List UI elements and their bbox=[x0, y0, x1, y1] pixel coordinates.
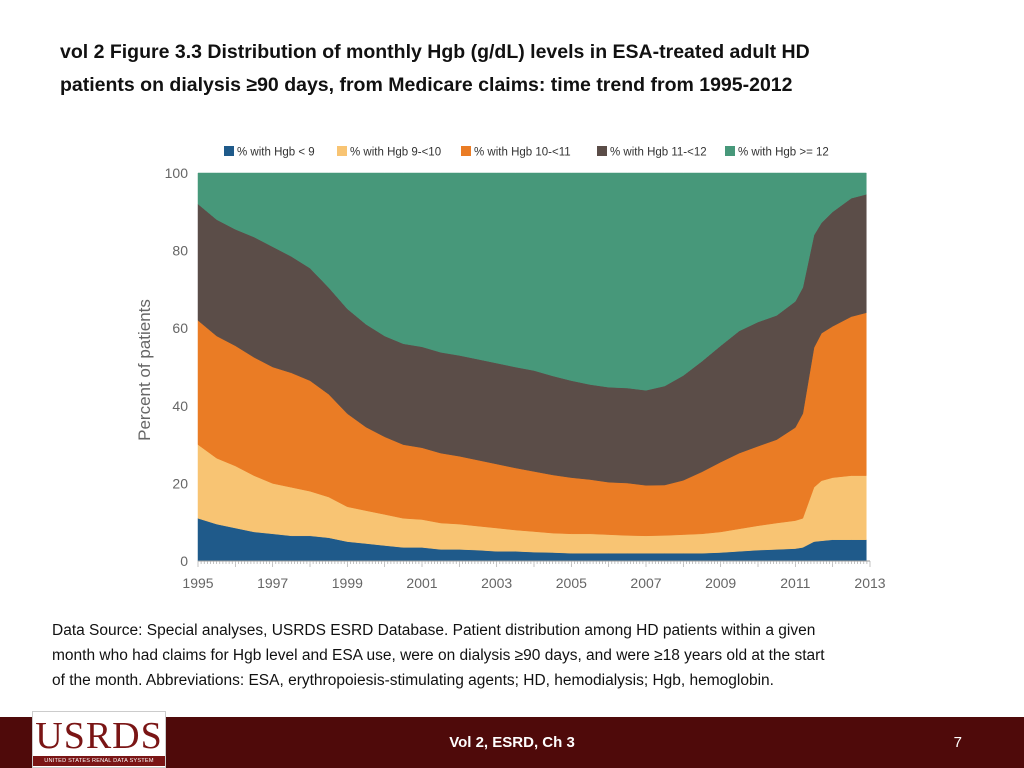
area-series-5 bbox=[197, 172, 867, 391]
x-tick-label: 2003 bbox=[481, 575, 512, 591]
legend-swatch-5 bbox=[725, 146, 735, 156]
usrds-logo: USRDS UNITED STATES RENAL DATA SYSTEM bbox=[32, 711, 166, 768]
data-source-note: Data Source: Special analyses, USRDS ESR… bbox=[52, 618, 982, 693]
chart-areas bbox=[197, 172, 867, 562]
source-line-2: month who had claims for Hgb level and E… bbox=[52, 647, 825, 664]
x-tick-label: 2009 bbox=[705, 575, 736, 591]
y-axis: 0 20 40 60 80 100 bbox=[165, 165, 189, 569]
y-tick-label: 80 bbox=[172, 243, 188, 259]
y-tick-label: 40 bbox=[172, 398, 188, 414]
x-tick-label: 1995 bbox=[182, 575, 213, 591]
x-tick-label: 2005 bbox=[556, 575, 587, 591]
source-line-3: of the month. Abbreviations: ESA, erythr… bbox=[52, 672, 774, 689]
y-tick-label: 100 bbox=[165, 165, 189, 181]
x-tick-label: 1999 bbox=[332, 575, 363, 591]
x-axis: 1995 1997 1999 2001 2003 2005 2007 2009 2011 2013 bbox=[182, 560, 886, 591]
footer-label: Vol 2, ESRD, Ch 3 bbox=[449, 734, 575, 751]
y-tick-label: 0 bbox=[180, 553, 188, 569]
logo-subtitle: UNITED STATES RENAL DATA SYSTEM bbox=[33, 756, 165, 766]
legend-swatch-1 bbox=[224, 146, 234, 156]
x-tick-label: 2011 bbox=[780, 575, 810, 591]
x-tick-label: 2001 bbox=[406, 575, 437, 591]
x-tick-label: 2007 bbox=[630, 575, 661, 591]
legend-swatch-2 bbox=[337, 146, 347, 156]
source-line-1: Data Source: Special analyses, USRDS ESR… bbox=[52, 622, 816, 639]
page-number: 7 bbox=[953, 734, 962, 751]
legend-label-1: % with Hgb < 9 bbox=[237, 147, 315, 159]
legend-label-3: % with Hgb 10-<11 bbox=[474, 147, 571, 159]
chart-legend: % with Hgb < 9 % with Hgb 9-<10 % with Hgb… bbox=[224, 146, 829, 159]
x-tick-label: 1997 bbox=[257, 575, 288, 591]
legend-swatch-4 bbox=[597, 146, 607, 156]
legend-label-4: % with Hgb 11-<12 bbox=[610, 147, 707, 159]
y-axis-label: Percent of patients bbox=[135, 299, 154, 441]
logo-wordmark: USRDS bbox=[35, 715, 163, 757]
slide-title-line-2: patients on dialysis ≥90 days, from Medi… bbox=[60, 74, 793, 96]
stacked-area-chart: % with Hgb < 9 % with Hgb 9-<10 % with Hgb… bbox=[135, 146, 886, 591]
legend-label-5: % with Hgb >= 12 bbox=[738, 147, 829, 159]
y-tick-label: 20 bbox=[172, 475, 188, 491]
slide-title: vol 2 Figure 3.3 Distribution of monthly… bbox=[60, 36, 960, 102]
y-tick-label: 60 bbox=[172, 320, 188, 336]
legend-label-2: % with Hgb 9-<10 bbox=[350, 147, 441, 159]
footer-bar: Vol 2, ESRD, Ch 3 7 bbox=[0, 717, 1024, 768]
x-tick-label: 2013 bbox=[854, 575, 885, 591]
slide-title-line-1: vol 2 Figure 3.3 Distribution of monthly… bbox=[60, 41, 810, 63]
legend-swatch-3 bbox=[461, 146, 471, 156]
